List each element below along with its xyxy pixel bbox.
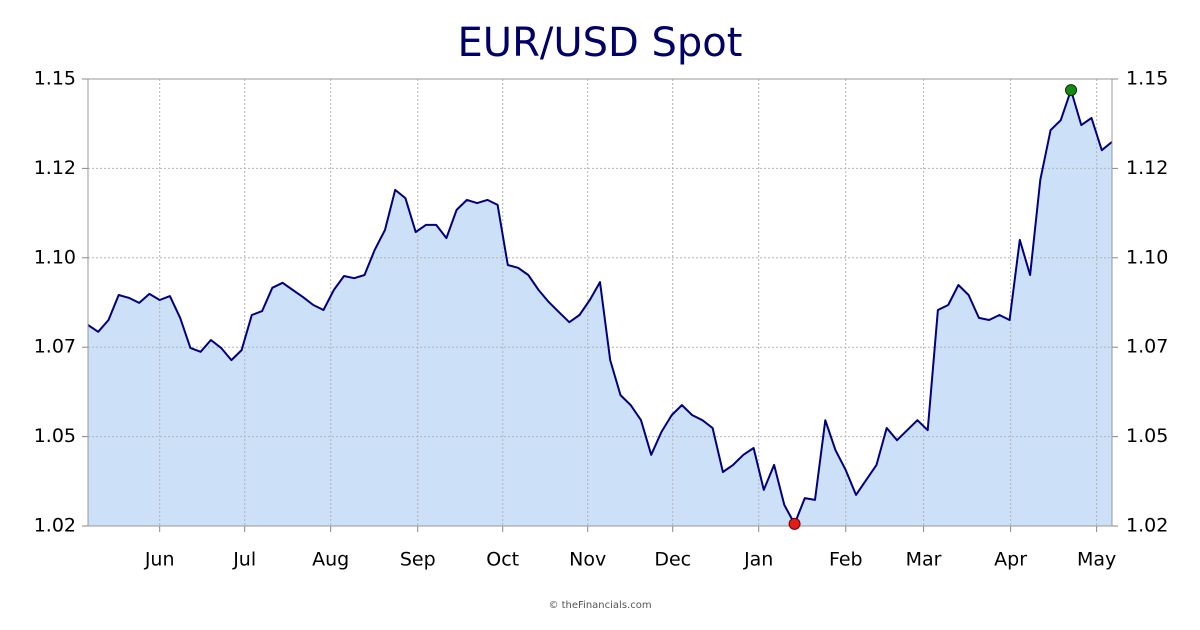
y2-tick-label: 1.15 xyxy=(1126,68,1168,90)
y-tick-label: 1.07 xyxy=(34,336,76,358)
area xyxy=(88,90,1112,526)
y2-tick-label: 1.05 xyxy=(1126,425,1168,447)
y-tick-label: 1.15 xyxy=(34,68,76,90)
y2-tick-label: 1.07 xyxy=(1126,336,1168,358)
x-tick-label: Dec xyxy=(654,549,691,571)
plot-frame xyxy=(87,78,1113,527)
chart-title: EUR/USD Spot xyxy=(458,20,743,66)
y2-tick-label: 1.12 xyxy=(1126,157,1168,179)
y-tick-label: 1.10 xyxy=(34,246,76,268)
line xyxy=(87,89,1113,525)
y-tick-label: 1.05 xyxy=(34,425,76,447)
x-tick-label: Apr xyxy=(994,549,1027,571)
x-tick-label: Sep xyxy=(400,549,436,571)
x-tick-label: Aug xyxy=(312,549,349,571)
x-tick-label: Jul xyxy=(232,549,256,571)
min-marker xyxy=(788,517,801,530)
x-tick-label: Nov xyxy=(569,549,606,571)
footer: © theFinancials.com xyxy=(548,600,651,611)
x-tick-label: Mar xyxy=(906,549,942,571)
y2-tick-label: 1.02 xyxy=(1126,515,1168,537)
y2-tick-label: 1.10 xyxy=(1126,246,1168,268)
max-marker xyxy=(1065,84,1078,97)
x-tick-label: Jun xyxy=(144,549,175,571)
x-tick-label: Feb xyxy=(829,549,863,571)
x-tick-label: Jan xyxy=(743,549,773,571)
y-tick-label: 1.02 xyxy=(34,515,76,537)
x-tick-label: May xyxy=(1077,549,1116,571)
y-tick-label: 1.12 xyxy=(34,157,76,179)
x-tick-label: Oct xyxy=(486,549,519,571)
